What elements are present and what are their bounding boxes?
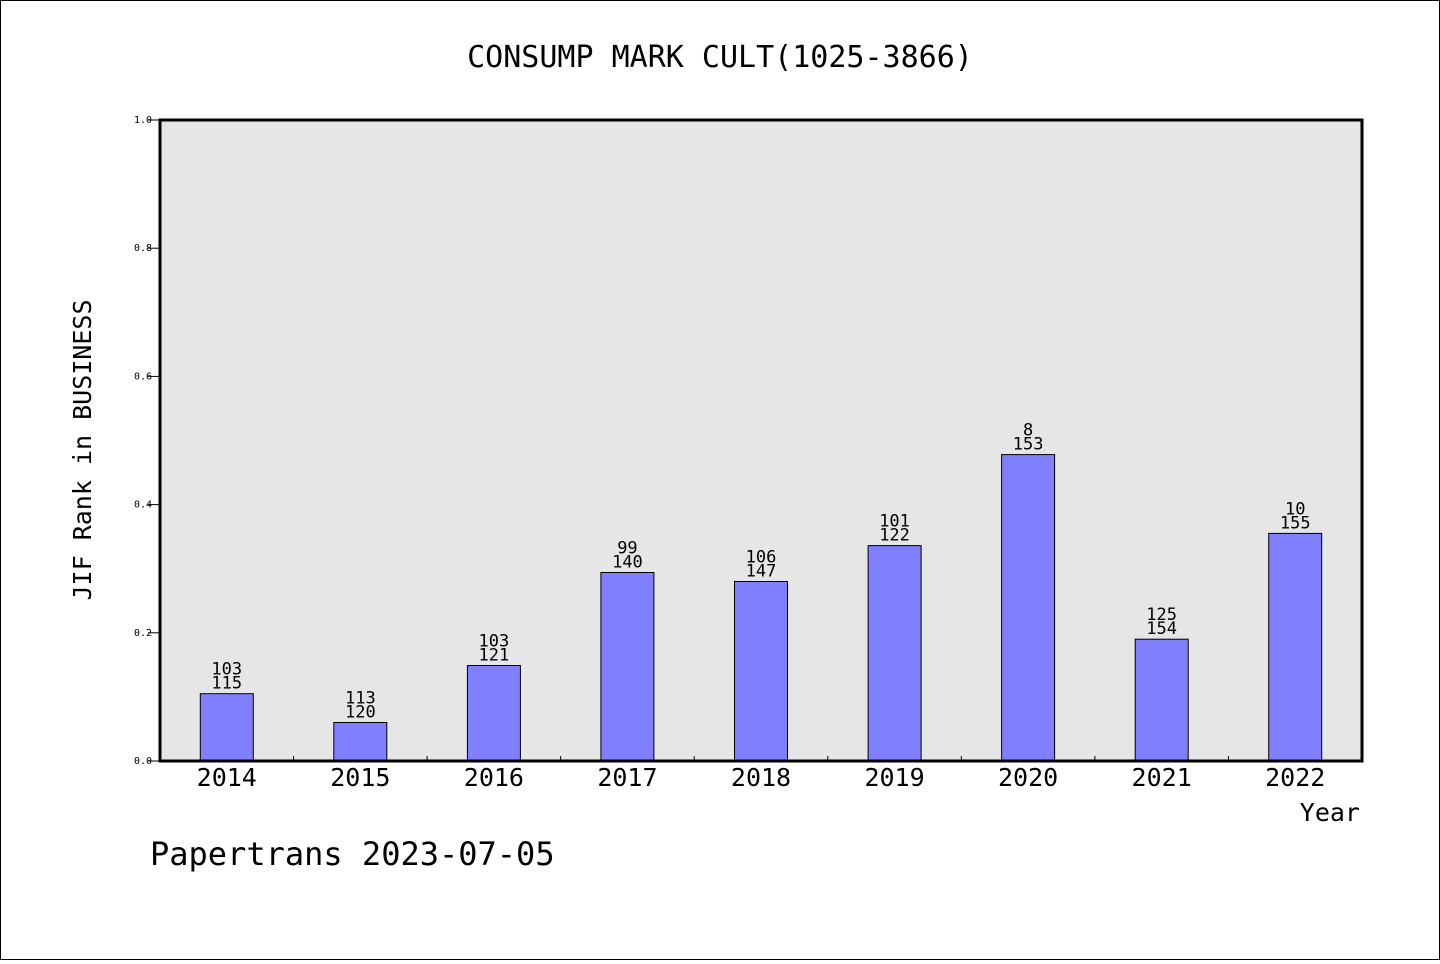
x-tick-label-2020: 2020: [998, 763, 1058, 792]
y-tick-label-0.0: 0.0: [134, 756, 152, 767]
x-axis-label: Year: [1300, 798, 1360, 827]
x-tick-label-2015: 2015: [330, 763, 390, 792]
rank-label-2016: 103: [479, 631, 510, 651]
bar-2021: [1134, 638, 1189, 762]
total-label-2015: 120: [345, 703, 376, 723]
bar-2020: [1001, 454, 1056, 762]
bar-2019: [867, 545, 922, 762]
axis-layer: 2014 2015 2016 2017 2018 2019 2020 2021 2022 0.0 0…: [134, 115, 1325, 792]
chart-title: CONSUMP MARK CULT(1025-3866): [467, 40, 973, 75]
x-tick-label-2019: 2019: [864, 763, 924, 792]
y-tick-label-0.6: 0.6: [134, 371, 152, 382]
rank-label-2022: 10: [1285, 499, 1305, 519]
total-label-2019: 122: [879, 526, 910, 546]
rank-label-2018: 106: [746, 548, 777, 568]
rank-label-2020: 8: [1023, 421, 1033, 441]
bar-2015: [333, 722, 388, 762]
y-tick-label-0.4: 0.4: [134, 500, 152, 511]
total-label-2018: 147: [746, 562, 777, 582]
y-tick-label-1.0: 1.0: [134, 115, 152, 126]
y-tick-label-0.2: 0.2: [134, 628, 152, 639]
rank-label-2019: 101: [879, 512, 910, 532]
total-label-2014: 115: [211, 674, 242, 694]
bar-2017: [600, 572, 655, 762]
bar-2016: [466, 665, 521, 762]
x-tick-label-2014: 2014: [197, 763, 257, 792]
total-label-2020: 153: [1013, 435, 1044, 455]
rank-label-2015: 113: [345, 689, 376, 709]
footer-text: Papertrans 2023-07-05: [150, 835, 555, 873]
total-label-2022: 155: [1280, 513, 1311, 533]
bar-2014: [199, 693, 254, 762]
plot-border: [158, 118, 1364, 763]
x-tick-label-2022: 2022: [1265, 763, 1325, 792]
total-label-2017: 140: [612, 553, 643, 573]
rank-label-2014: 103: [211, 660, 242, 680]
bar-2022: [1268, 532, 1323, 762]
x-tick-label-2021: 2021: [1132, 763, 1192, 792]
total-label-2016: 121: [479, 645, 510, 665]
rank-label-2017: 99: [617, 539, 637, 559]
y-axis-label: JIF Rank in BUSINESS: [68, 299, 97, 600]
x-tick-label-2016: 2016: [464, 763, 524, 792]
x-tick-label-2017: 2017: [597, 763, 657, 792]
total-label-2021: 154: [1146, 619, 1177, 639]
x-tick-label-2018: 2018: [731, 763, 791, 792]
y-tick-label-0.8: 0.8: [134, 243, 152, 254]
rank-label-2021: 125: [1146, 605, 1177, 625]
bar-2018: [734, 581, 788, 762]
